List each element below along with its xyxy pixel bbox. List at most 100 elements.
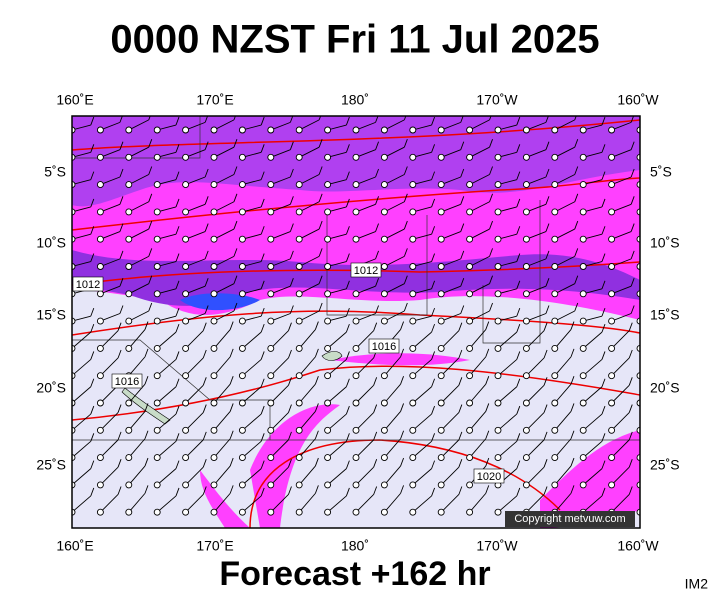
barb-station [210,126,218,134]
barb-station [210,399,218,407]
barb-staff [185,439,204,458]
barb-staff [469,228,490,240]
barb-station [522,426,530,434]
barb-staff [469,119,490,131]
barb-staff [554,356,572,376]
barb-station [380,399,388,407]
barb-flag [375,223,379,232]
barb-station [551,481,559,489]
barb-flag [485,348,490,358]
barb-station [608,426,616,434]
barb-station [295,481,303,489]
barb-flag [202,431,207,441]
barb-station [409,235,417,243]
barb-staff [582,331,603,349]
barb-station [437,481,445,489]
barb-flag [288,322,292,331]
barb-flag [543,486,548,495]
barb-staff [611,231,632,240]
barb-station [551,317,559,325]
barb-station [608,208,616,216]
barb-station [380,426,388,434]
barb-flag [318,116,322,121]
barb-flag [543,349,548,359]
barb-staff [526,285,547,295]
barb-staff [100,203,121,213]
barb-station [324,263,332,270]
barb-station [153,153,161,161]
barb-flag [431,487,436,497]
barb-staff [611,466,630,486]
barb-staff [327,441,347,458]
barb-staff [355,357,374,377]
barb-flag [148,116,151,121]
barb-flag [400,485,405,494]
barb-staff [270,412,289,431]
barb-staff [611,330,630,349]
lat-label: 20˚S [650,380,680,396]
barb-staff [469,201,490,213]
barb-station [96,153,104,161]
lon-label: 170˚W [476,92,518,108]
barb-staff [213,383,231,404]
barb-staff [384,411,401,431]
barb-flag [373,377,378,386]
barb-flag [175,460,180,469]
barb-station [608,399,616,407]
barb-flag [288,377,292,386]
barb-station [522,181,530,189]
barb-staff [441,231,461,240]
barb-station [352,454,360,462]
barb-station [437,508,445,516]
barb-station [551,208,559,216]
barb-staff [185,466,204,486]
barb-staff [441,203,461,213]
barb-flag [601,323,606,333]
barb-flag [489,275,493,284]
barb-station [380,126,388,134]
barb-staff [213,465,231,486]
barb-staff [639,156,640,158]
barb-station [153,426,161,434]
barb-flag [630,141,635,150]
image-id: IM2 [685,576,709,592]
barb-staff [156,359,177,377]
barb-staff [100,121,121,131]
barb-flag [458,486,463,495]
barb-flag [144,430,149,439]
barb-flag [628,459,633,468]
barb-flag [375,141,379,150]
barb-staff [469,356,487,376]
isobar [72,310,640,336]
axis-labels: 160˚E 170˚E 180˚ 170˚W 160˚W 160˚E 170˚E 180˚ 17… [36,92,708,593]
barb-station [153,126,161,134]
barb-staff [441,149,461,158]
barb-station [494,126,502,134]
barb-staff [270,357,289,377]
barb-flag [460,305,465,314]
barb-station [210,344,218,352]
barb-staff [213,283,235,295]
barb-flag [314,485,319,494]
barb-flag [229,457,234,467]
barb-flag [545,168,550,178]
barb-staff [355,203,376,213]
barb-staff [100,258,121,267]
barb-flag [117,459,122,468]
barb-flag [403,166,408,175]
barb-station [324,481,332,489]
barb-flag [373,322,378,331]
barb-station [579,153,587,161]
barb-staff [327,386,347,404]
barb-staff [440,330,460,349]
barb-staff [611,384,630,404]
barb-flag [601,198,606,208]
copyright-box [505,511,635,527]
barb-station [295,344,303,352]
barb-station [608,290,616,298]
barb-flag [656,349,659,357]
barb-station [437,290,445,298]
barb-staff [441,285,461,295]
barb-station [267,399,275,407]
barb-station [153,481,161,489]
